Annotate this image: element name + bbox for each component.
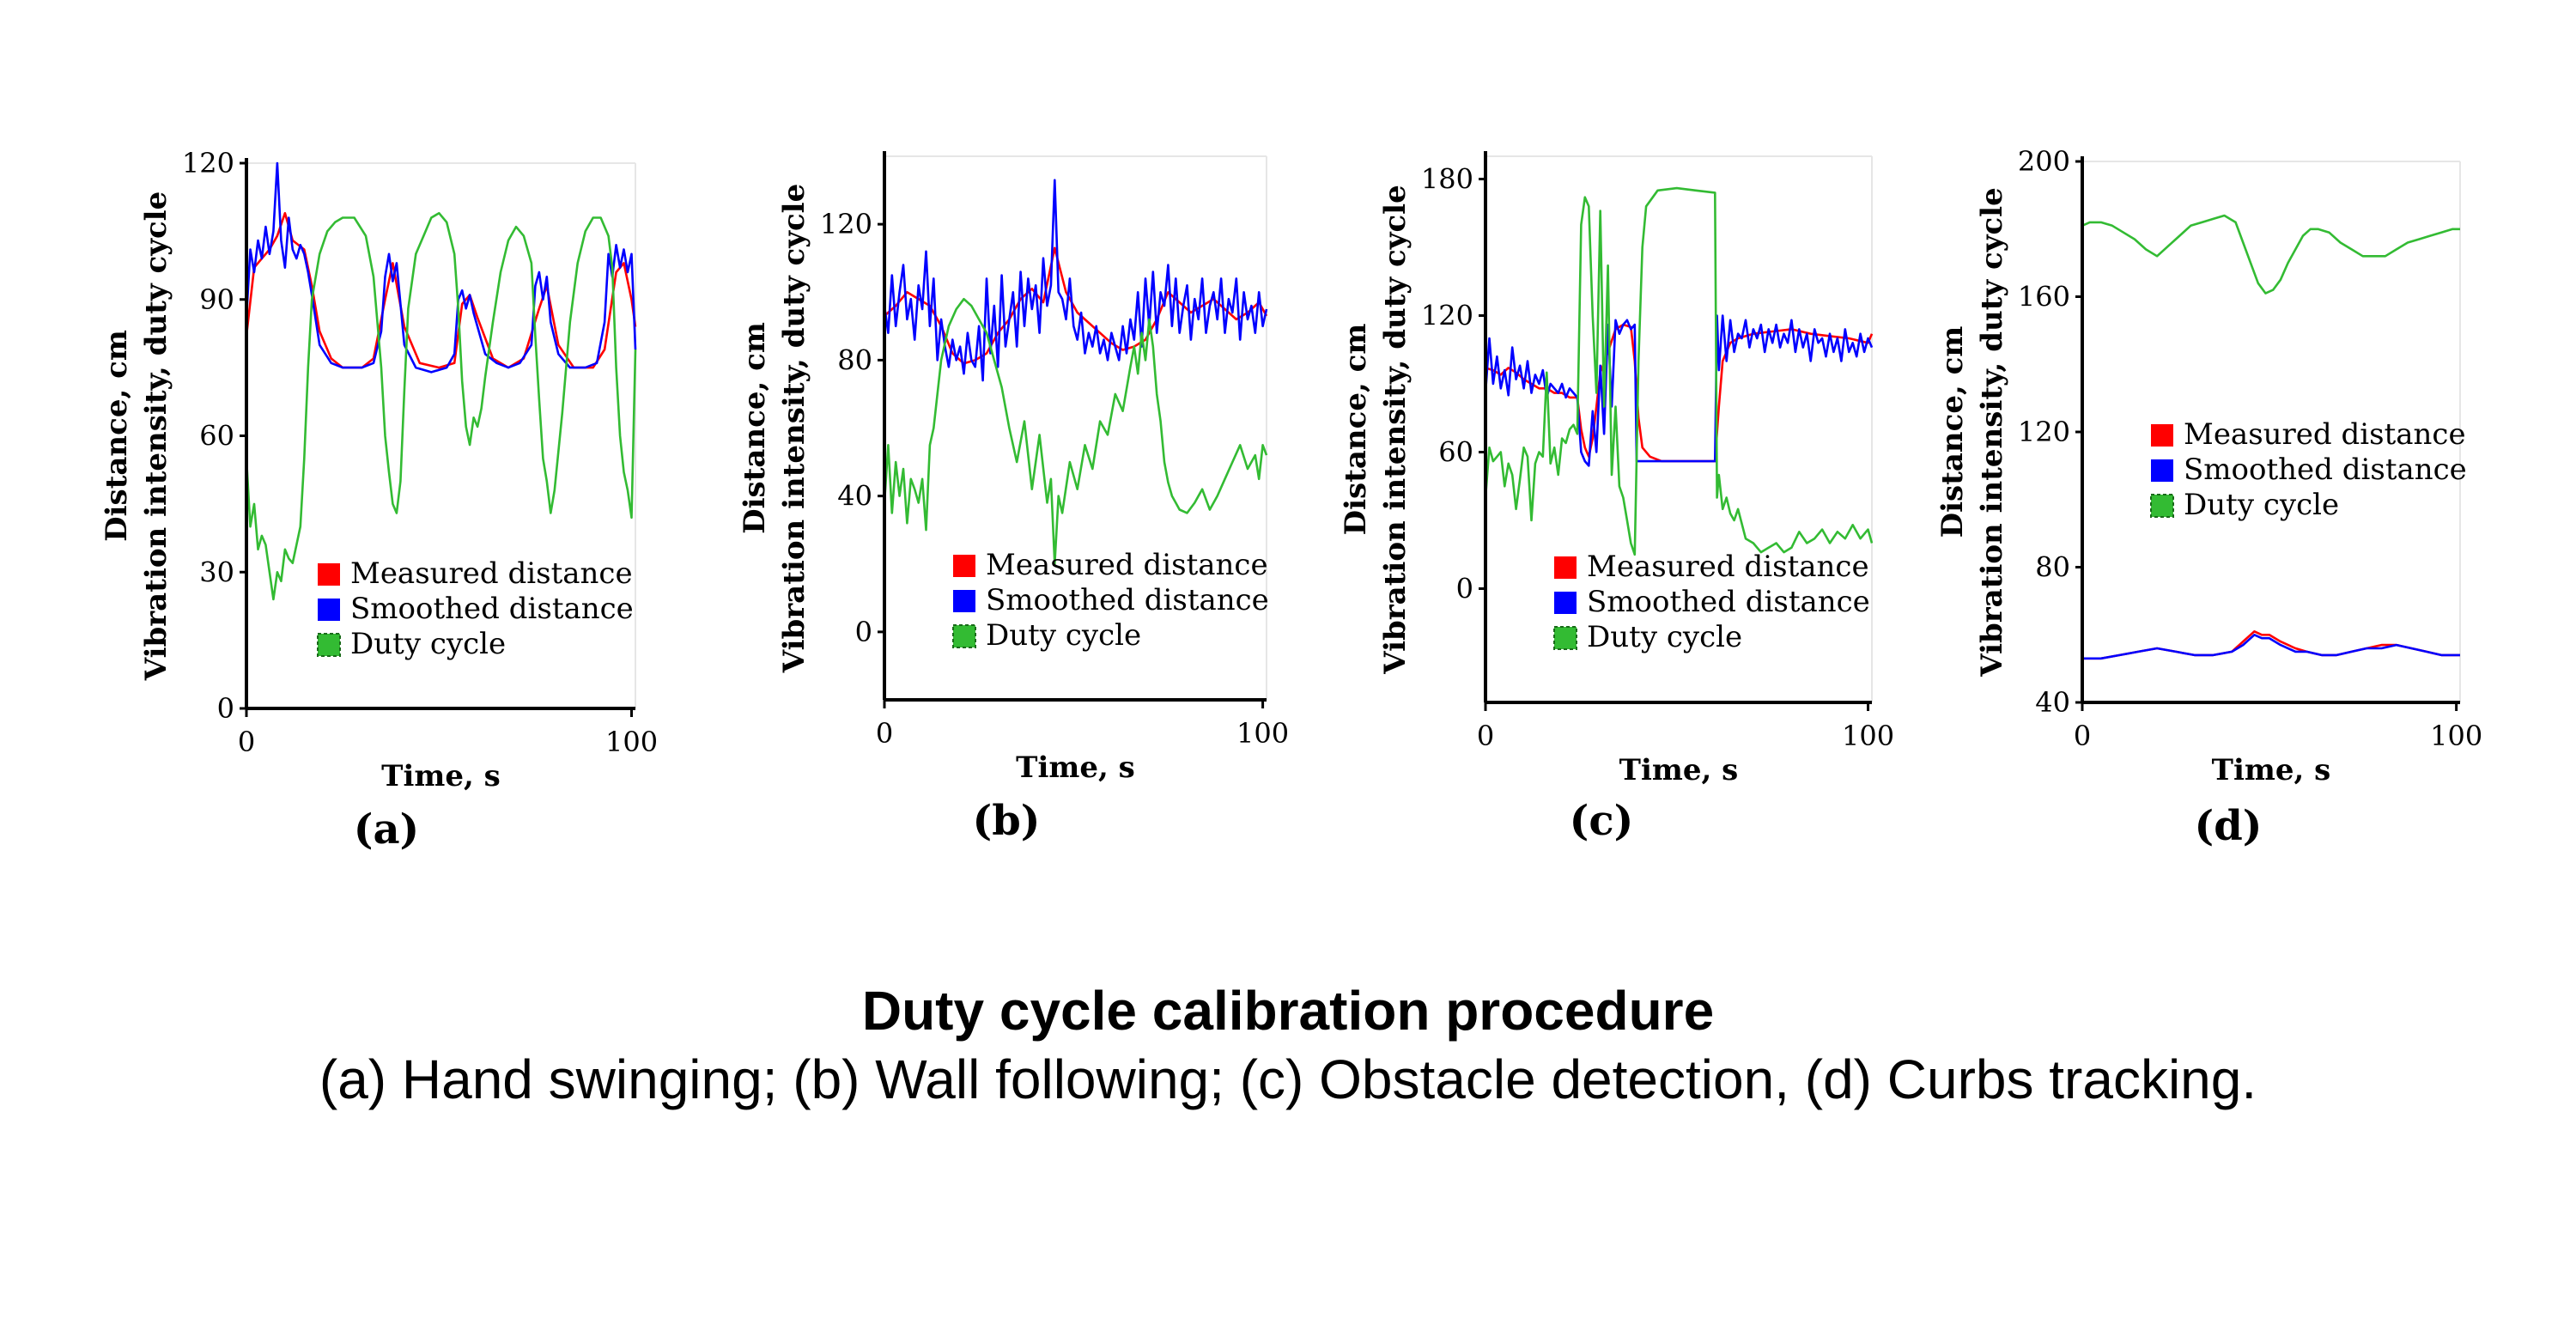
legend-label: Smoothed distance [1587,585,1870,619]
y-tick-label: 180 [1421,163,1473,196]
legend-swatch-smoothed [1554,592,1577,614]
panel-label: (d) [2195,802,2263,850]
y-axis-title-line: Vibration intensity, duty cycle [1975,187,2009,677]
series-line-measured [1485,323,1874,463]
legend-label: Measured distance [1587,550,1869,584]
chart-panel-2: 0 40 80 120 0 100 Time, s Distance, cm Vibration… [738,151,1289,845]
y-tick-label: 0 [1456,573,1473,605]
legend-swatch-smoothed [2151,459,2173,482]
y-tick-label: 30 [199,556,234,588]
y-axis-title-line: Distance, cm [738,322,772,534]
y-axis-title-line: Vibration intensity, duty cycle [777,184,811,673]
legend-swatch-measured [1554,556,1577,579]
x-axis-title: Time, s [1016,751,1135,785]
legend-swatch-smoothed [953,590,975,612]
legend-swatch-measured [2151,424,2173,447]
x-tick-label: 100 [605,726,658,758]
series-line-smoothed [2082,633,2460,660]
y-tick-label: 120 [1421,300,1473,332]
legend-label: Measured distance [986,548,1268,582]
series-line-smoothed [1484,314,1874,467]
y-tick-label: 160 [2018,281,2070,313]
series-line-duty [245,211,637,601]
legend-swatch-duty [317,633,341,657]
y-axis-title-line: Distance, cm [100,330,134,542]
legend-label: Duty cycle [350,627,506,661]
y-tick-label: 60 [199,420,234,453]
x-tick-label: 0 [876,717,893,750]
series-line-measured [884,246,1268,365]
caption-title: Duty cycle calibration procedure [861,980,1715,1042]
legend-label: Smoothed distance [2184,453,2467,487]
legend-swatch-duty [2150,494,2174,518]
series-line-duty [1484,186,1874,556]
x-tick-label: 0 [1477,720,1494,752]
legend-label: Measured distance [2184,417,2466,452]
y-axis-title-line: Distance, cm [1339,324,1373,536]
legend-label: Duty cycle [2184,488,2339,522]
x-tick-label: 100 [1842,720,1894,752]
y-tick-label: 120 [820,208,872,240]
legend-swatch-duty [1553,626,1577,650]
legend-label: Duty cycle [1587,620,1742,654]
x-axis-title: Time, s [381,759,501,793]
y-tick-label: 60 [1438,436,1473,469]
series-line-duty [883,297,1268,566]
legend-label: Duty cycle [986,618,1141,653]
y-tick-label: 80 [2035,551,2070,584]
y-axis-title-line: Vibration intensity, duty cycle [1378,185,1413,674]
series-line-measured [245,211,637,369]
legend-label: Measured distance [350,556,633,591]
chart-panel-4: 40 80 120 160 200 0 100 Time, s Distance, cm Vibr… [1935,145,2482,850]
legend-swatch-smoothed [318,599,340,621]
y-tick-label: 0 [217,692,234,725]
y-axis-title-line: Distance, cm [1935,326,1970,538]
series-line-smoothed [245,161,637,374]
y-tick-label: 40 [837,480,872,513]
y-tick-label: 120 [182,147,234,179]
legend-label: Smoothed distance [350,592,634,626]
legend-swatch-duty [952,624,976,648]
y-tick-label: 200 [2018,145,2070,178]
legend-label: Smoothed distance [986,583,1269,617]
y-tick-label: 120 [2018,416,2070,448]
legend-swatch-measured [318,563,340,586]
panel-label: (a) [354,805,420,854]
x-axis-title: Time, s [1619,753,1739,787]
x-tick-label: 0 [2074,720,2091,752]
x-tick-label: 100 [2430,720,2482,752]
caption-text: (a) Hand swinging; (b) Wall following; (… [319,1048,2257,1110]
legend-swatch-measured [953,555,975,577]
y-tick-label: 90 [199,283,234,316]
panel-label: (b) [973,797,1041,845]
y-tick-label: 40 [2035,686,2070,719]
y-tick-label: 0 [855,616,872,648]
series-line-duty [2081,214,2460,295]
series-line-measured [2082,629,2460,660]
chart-panel-3: 0 60 120 180 0 100 Time, s Distance, cm Vibratio… [1339,151,1894,845]
panel-label: (c) [1570,797,1634,845]
x-axis-title: Time, s [2212,753,2331,787]
x-tick-label: 0 [238,726,255,758]
y-axis-title-line: Vibration intensity, duty cycle [139,191,173,681]
x-tick-label: 100 [1236,717,1289,750]
series-line-smoothed [883,179,1268,382]
chart-panel-1: 0 30 60 90 120 0 100 Time, s Distance, cm Vibrati… [100,147,658,854]
y-tick-label: 80 [837,343,872,376]
